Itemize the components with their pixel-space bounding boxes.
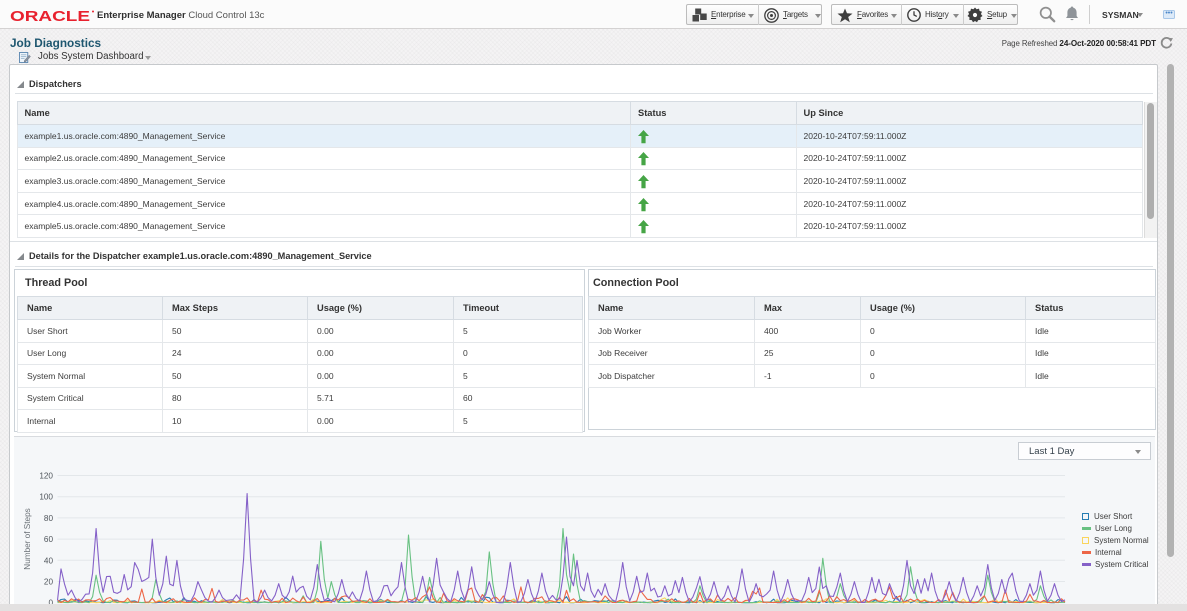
svg-text:100: 100	[39, 493, 53, 502]
svg-text:ORACLE: ORACLE	[10, 7, 90, 24]
svg-text:40: 40	[44, 556, 54, 565]
svg-text:0: 0	[48, 599, 53, 607]
svg-text:80: 80	[44, 514, 54, 523]
svg-text:20: 20	[44, 578, 54, 587]
svg-text:Number of Steps: Number of Steps	[23, 508, 32, 569]
svg-text:60: 60	[44, 535, 54, 544]
svg-text:120: 120	[39, 472, 53, 481]
